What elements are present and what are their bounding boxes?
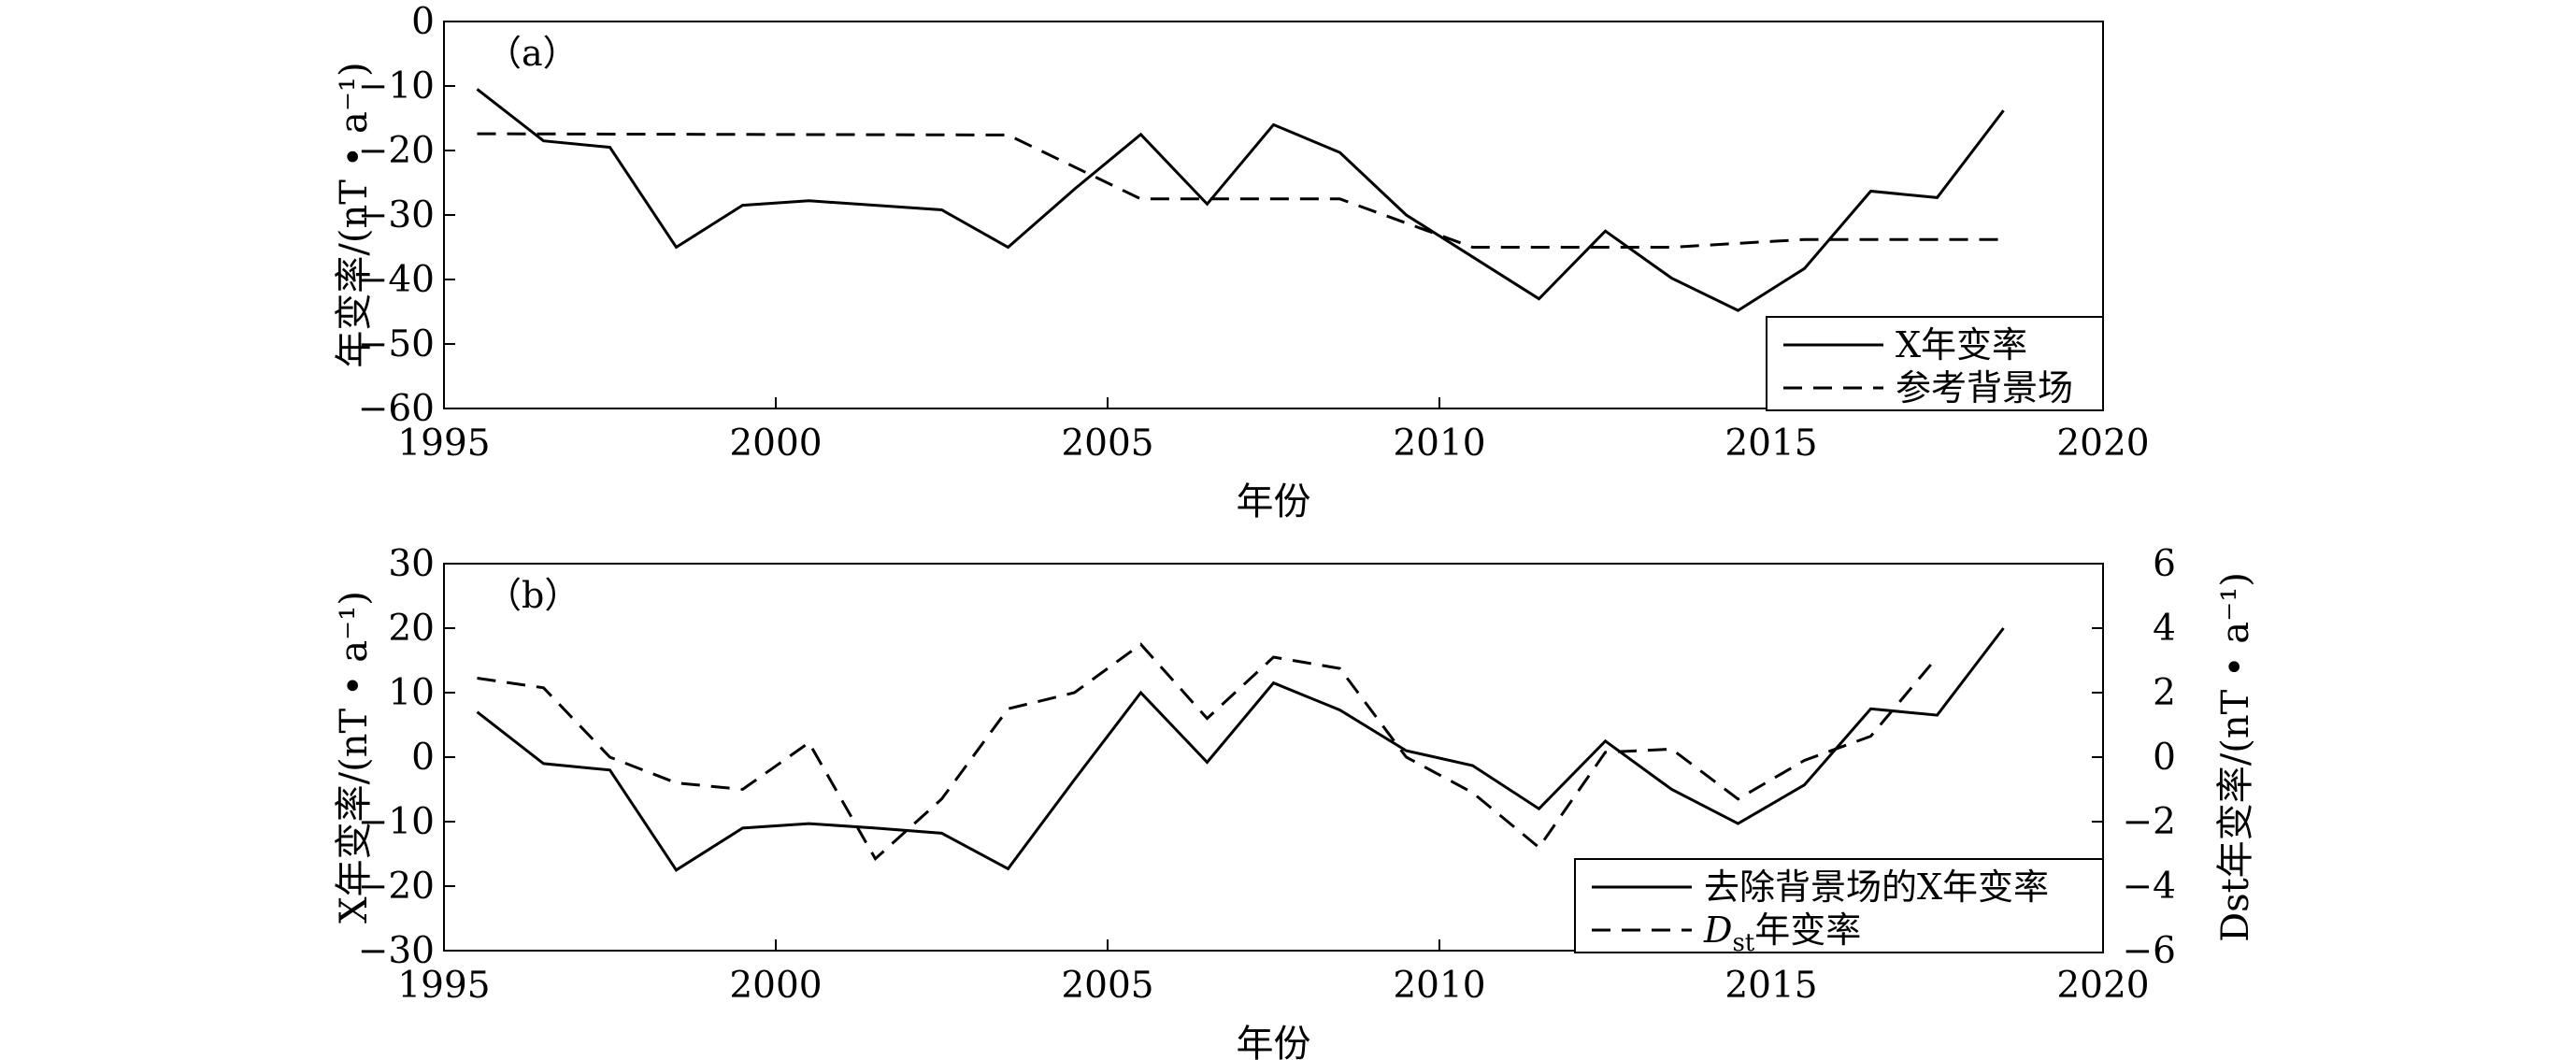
legend-label-rest: 年变率 [1754,910,1861,951]
right-y-tick-label: 2 [2153,672,2176,714]
y-tick-label: −40 [358,259,435,301]
x-tick-label: 2020 [2056,965,2149,1007]
y-tick-label: −60 [358,388,435,430]
y-tick-label: −30 [358,194,435,236]
x-tick-label: 1995 [397,423,490,465]
y-axis-label: 年变率/(nT • a⁻¹) [333,62,376,367]
y-tick-label: −20 [358,130,435,172]
y-tick-label: −30 [358,930,435,972]
right-y-tick-label: −4 [2123,866,2177,908]
legend-label-2: Dst年变率 [1703,910,1861,957]
chart-panel-1: 1995 2000 2005 2010 2015 2020 0 −10 −20 −30 −40 −50… [333,1,2150,523]
x-tick-label: 1995 [397,965,490,1007]
x-axis-label: 年份 [1237,480,1311,523]
right-y-axis-label: Dst年变率/(nT • a⁻¹) [2214,572,2257,942]
panel-label: （b） [486,575,580,616]
right-y-tick-label: 6 [2153,543,2176,585]
series-line-1 [476,627,2005,872]
panel-label: （a） [486,33,579,74]
x-tick-label: 2000 [729,965,822,1007]
right-y-tick-label: −2 [2123,801,2177,843]
y-tick-label: −10 [358,65,435,107]
legend-label-1: 去除背景场的X年变率 [1704,867,2049,908]
y-tick-label: −20 [358,866,435,908]
legend-label-1: X年变率 [1896,324,2027,365]
y-axis-label: X年变率/(nT • a⁻¹) [333,591,376,924]
right-y-tick-label: −6 [2123,930,2177,972]
x-tick-label: 2005 [1061,423,1153,465]
legend-label-subscript: st [1732,929,1754,957]
chart-panel-2: 1995 2000 2005 2010 2015 20203020100−10−20−30… [333,543,2257,1060]
series-line-1 [476,88,2005,312]
x-tick-label: 2010 [1393,965,1485,1007]
legend-box [1766,316,2104,411]
y-tick-label: 30 [388,543,435,585]
y-tick-label: 20 [388,608,435,650]
right-y-tick-label: 4 [2153,608,2176,650]
x-axis-label: 年份 [1237,1023,1311,1060]
x-tick-label: 2000 [729,423,822,465]
x-tick-label: 2010 [1393,423,1485,465]
x-tick-label: 2015 [1724,965,1817,1007]
x-tick-label: 2020 [2056,423,2149,465]
legend-box [1574,858,2104,953]
legend-label-main: D [1703,910,1732,951]
x-tick-label: 2005 [1061,965,1153,1007]
series-line-2 [477,642,1939,862]
right-y-tick-label: 0 [2153,737,2176,779]
y-tick-label: 10 [388,672,435,714]
y-tick-label: 0 [411,1,435,43]
x-tick-label: 2015 [1724,423,1817,465]
legend-label-2: 参考背景场 [1896,367,2073,408]
y-tick-label: −50 [358,323,435,365]
y-tick-label: 0 [411,737,435,779]
y-tick-label: −10 [358,801,435,843]
series-line-2 [477,132,2004,249]
